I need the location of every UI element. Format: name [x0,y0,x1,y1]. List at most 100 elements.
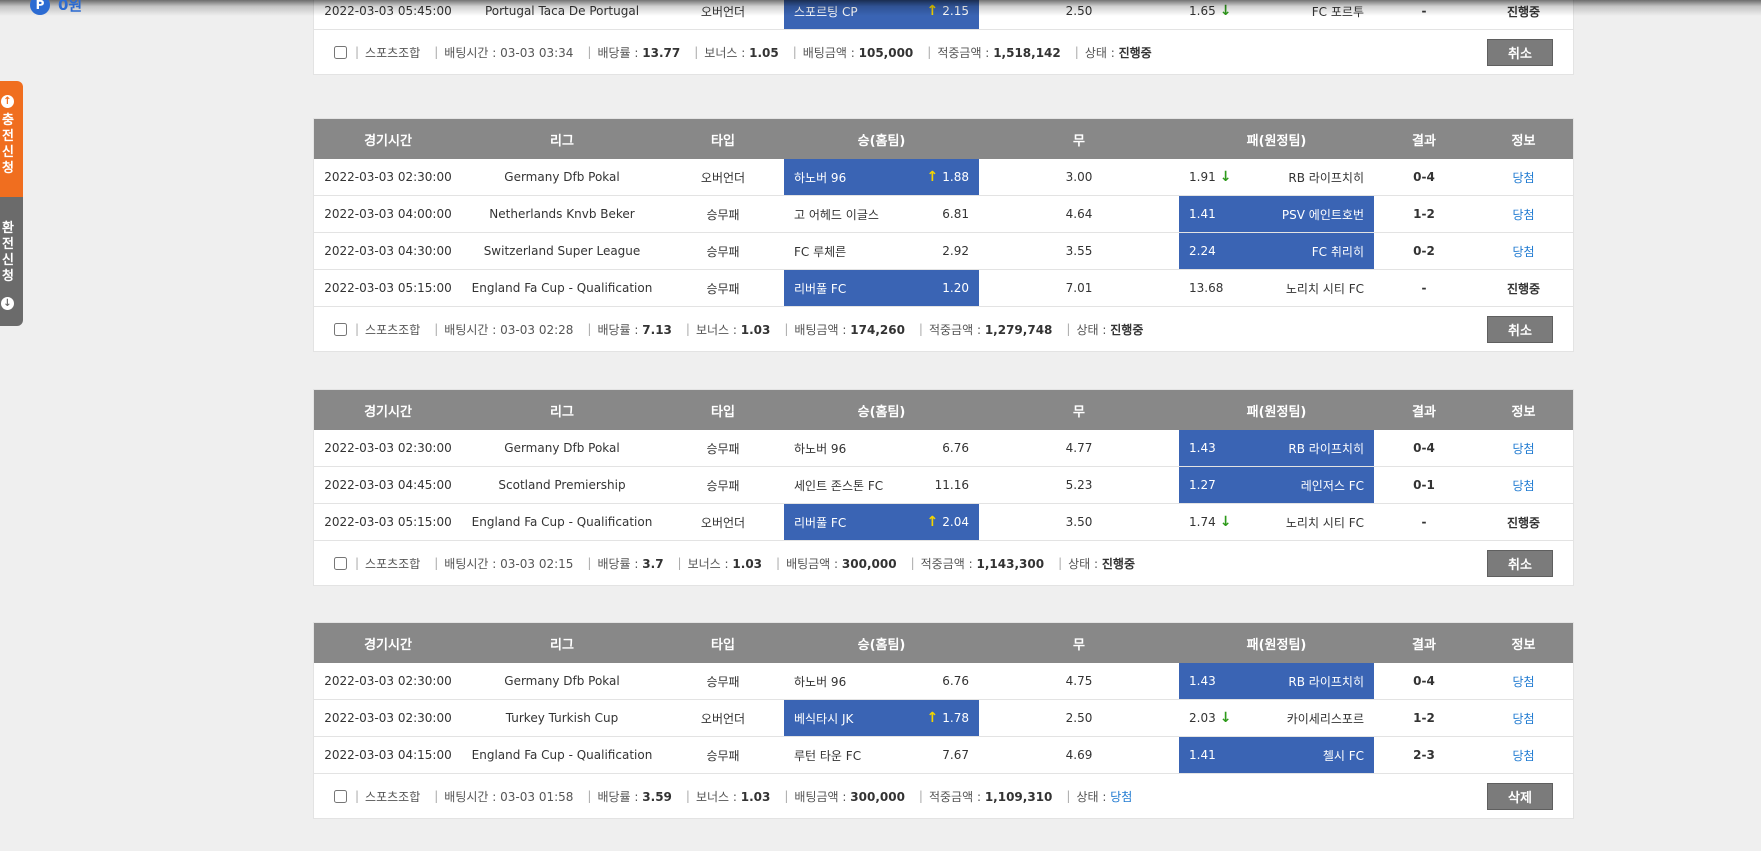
home-pick: 리버풀 FC 1.20 [784,270,979,306]
separator: | [587,789,592,803]
separator: | [587,45,592,59]
cancel-button[interactable]: 취소 [1487,315,1553,343]
column-header: 승(홈팀) [857,637,906,653]
bonus: 보너스 : 1.03 [696,788,770,805]
separator: | [918,789,923,803]
away-pick: 1.74 ↓ 노리치 시티 FC [1179,504,1374,540]
win-amount: 적중금액 : 1,518,142 [937,44,1060,61]
column-header: 정보 [1511,404,1536,420]
total-odds-value: 13.77 [642,45,681,60]
delete-button[interactable]: 삭제 [1487,782,1553,810]
home-odds-wrap: 1.20 [942,281,969,295]
home-team: 스포르팅 CP [794,4,858,19]
column-header: 리그 [550,133,574,149]
away-odds-wrap: 1.27 [1189,478,1216,492]
bet-time-label: 배팅시간 : [444,45,497,60]
home-team: 하노버 96 [794,674,847,689]
away-pick: 1.65 ↓ FC 포르투 [1179,0,1374,29]
bet-time: 배팅시간 : 03-03 02:15 [444,555,573,572]
arrow-up-icon: ↑ [926,169,939,185]
bonus-value: 1.03 [732,556,763,571]
bet-time-label: 배팅시간 : [444,556,497,571]
match-time: 2022-03-03 02:30:00 [324,711,452,725]
bet-select-checkbox[interactable] [334,322,347,336]
bet-kind: 스포츠조합 [365,555,420,572]
match-result: 1-2 [1413,711,1435,725]
match-info[interactable]: 당첨 [1512,711,1535,726]
separator: | [1058,556,1063,570]
match-result: 1-2 [1413,207,1435,221]
table-row: 2022-03-03 05:15:00 England Fa Cup - Qual… [314,270,1573,307]
column-header: 리그 [550,404,574,420]
bet-type: 승무패 [706,478,740,493]
separator: | [677,556,682,570]
table-row: 2022-03-03 02:30:00 Germany Dfb Pokal 승무패 하… [314,663,1573,700]
home-team: 고 어헤드 이글스 [794,207,879,222]
away-team: 노리치 시티 FC [1285,515,1364,530]
separator: | [784,322,789,336]
match-time: 2022-03-03 04:30:00 [324,244,452,258]
win-amount-value: 1,518,142 [993,45,1061,60]
arrow-up-circle-icon: ↑ [1,95,14,108]
separator: | [355,45,360,59]
match-result: 0-4 [1413,170,1435,184]
separator: | [355,322,360,336]
match-info[interactable]: 당첨 [1512,674,1535,689]
bet-amount: 배팅금액 : 174,260 [794,321,905,338]
home-team: 리버풀 FC [794,281,847,296]
bonus-label: 보너스 : [695,322,737,337]
win-amount: 적중금액 : 1,109,310 [929,788,1052,805]
bet-summary: | 스포츠조합 | 배팅시간 : 03-03 01:58 | 배당률 : 3.59 | 보너스… [314,774,1573,818]
away-odds: 1.41 [1189,748,1216,762]
home-team: 세인트 존스톤 FC [794,478,884,493]
column-header: 경기시간 [364,133,412,149]
away-pick: 1.43 RB 라이프치히 [1179,430,1374,466]
column-header: 패(원정팀) [1246,133,1307,149]
match-info[interactable]: 당첨 [1512,441,1535,456]
column-header: 결과 [1412,133,1436,149]
arrow-up-icon: ↑ [926,514,939,530]
bet-amount: 배팅금액 : 300,000 [794,788,905,805]
separator: | [1074,45,1079,59]
home-odds: 6.76 [942,441,969,455]
bet-select-checkbox[interactable] [334,556,347,570]
bet-status: 상태 : 당첨 [1076,788,1132,805]
match-info[interactable]: 당첨 [1512,478,1535,493]
bet-time: 배팅시간 : 03-03 03:34 [444,44,573,61]
match-result: - [1421,281,1427,295]
table-header: 경기시간 리그 타입 승(홈팀) 무 패(원정팀) 결과 정보 [314,623,1573,663]
home-odds-wrap: 6.76 [942,441,969,455]
bet-kind: 스포츠조합 [365,788,420,805]
away-team: 첼시 FC [1322,748,1364,763]
match-info[interactable]: 당첨 [1512,244,1535,259]
match-result: 0-1 [1413,478,1435,492]
cancel-button[interactable]: 취소 [1487,38,1553,66]
match-time: 2022-03-03 05:15:00 [324,281,452,295]
withdraw-request-tab[interactable]: 환전신청 ↓ [0,197,23,326]
table-row: 2022-03-03 02:30:00 Turkey Turkish Cup 오버언… [314,700,1573,737]
bet-kind-label: 스포츠조합 [365,556,421,571]
bet-time-value: 03-03 03:34 [500,45,574,60]
match-time: 2022-03-03 02:30:00 [324,170,452,184]
table-header: 경기시간 리그 타입 승(홈팀) 무 패(원정팀) 결과 정보 [314,119,1573,159]
bet-status: 상태 : 진행중 [1085,44,1152,61]
bet-select-checkbox[interactable] [334,45,347,59]
home-odds: 2.04 [942,515,969,529]
deposit-request-tab[interactable]: ↑ 충전신청 [0,81,23,197]
bonus-value: 1.03 [740,789,771,804]
total-odds-value: 3.59 [642,789,672,804]
win-amount: 적중금액 : 1,279,748 [929,321,1052,338]
match-info[interactable]: 당첨 [1512,207,1535,222]
match-result: - [1421,4,1427,18]
bet-select-checkbox[interactable] [334,789,347,803]
cancel-button[interactable]: 취소 [1487,549,1553,577]
win-amount-label: 적중금액 : [928,322,981,337]
column-header: 경기시간 [364,637,412,653]
away-odds-wrap: 1.43 [1189,441,1216,455]
home-odds: 6.81 [942,207,969,221]
away-pick: 1.43 RB 라이프치히 [1179,663,1374,699]
column-header: 타입 [711,133,735,149]
arrow-up-icon: ↑ [926,710,939,726]
match-info[interactable]: 당첨 [1512,170,1535,185]
match-info[interactable]: 당첨 [1512,748,1535,763]
